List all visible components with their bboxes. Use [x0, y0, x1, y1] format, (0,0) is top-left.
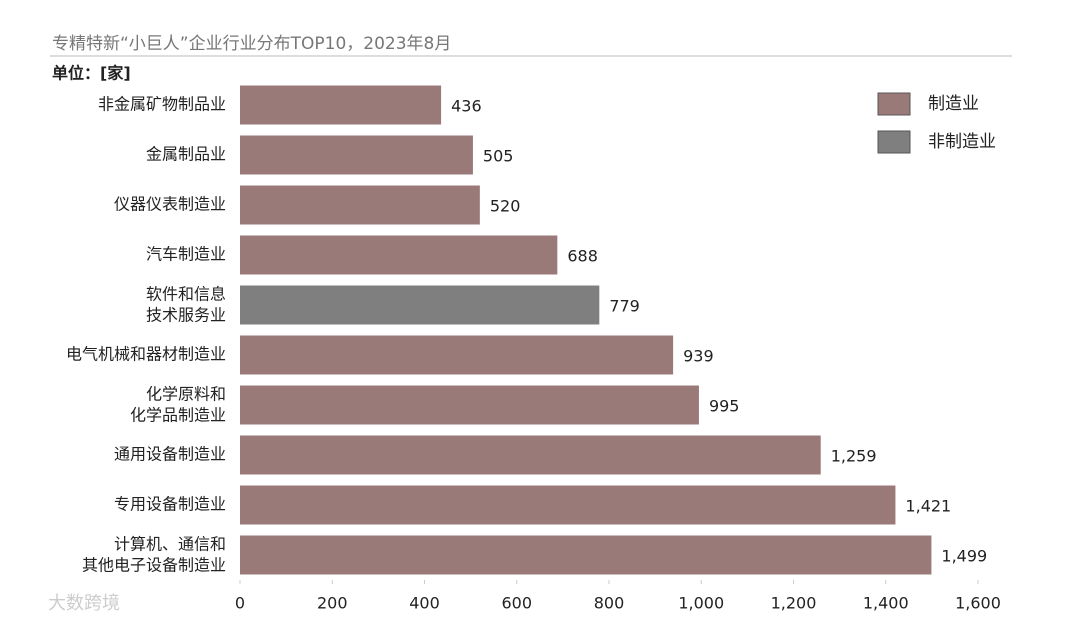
value-label: 520 [490, 197, 521, 216]
y-tick-label: 计算机、通信和其他电子设备制造业 [82, 534, 226, 574]
y-tick-label: 仪器仪表制造业 [114, 195, 226, 214]
x-tick-label: 1,000 [678, 594, 724, 613]
y-tick-label: 通用设备制造业 [114, 445, 226, 464]
value-label: 779 [609, 297, 640, 316]
value-label: 1,259 [831, 447, 877, 466]
value-label: 688 [567, 247, 598, 266]
value-label: 1,499 [941, 547, 987, 566]
y-tick-label: 软件和信息技术服务业 [146, 284, 226, 324]
y-tick-label: 电气机械和器材制造业 [66, 345, 226, 364]
x-tick-label: 1,600 [955, 594, 1001, 613]
x-tick-label: 600 [501, 594, 532, 613]
bar [240, 185, 480, 225]
y-tick-label: 专用设备制造业 [114, 495, 226, 514]
y-tick-label: 金属制品业 [146, 145, 226, 164]
bar [240, 85, 442, 125]
value-label: 939 [683, 347, 714, 366]
y-tick-label: 汽车制造业 [146, 245, 226, 264]
chart-title: 专精特新“小巨人”企业行业分布TOP10，2023年8月 [52, 34, 451, 54]
bar [240, 285, 600, 325]
x-tick-label: 1,200 [771, 594, 817, 613]
x-tick-label: 1,400 [863, 594, 909, 613]
bar [240, 435, 821, 475]
value-label: 436 [451, 97, 482, 116]
x-tick-label: 200 [317, 594, 348, 613]
y-tick-label: 非金属矿物制品业 [98, 95, 226, 114]
bar [240, 135, 473, 175]
x-tick-label: 800 [594, 594, 625, 613]
unit-label: 单位：[家] [52, 64, 131, 83]
legend-swatch [877, 130, 911, 154]
legend-label: 非制造业 [928, 132, 996, 152]
legend-swatch [877, 92, 911, 116]
value-label: 995 [709, 397, 740, 416]
bar [240, 235, 558, 275]
x-tick-label: 400 [409, 594, 440, 613]
value-label: 505 [483, 147, 514, 166]
y-tick-label: 化学原料和化学品制造业 [130, 384, 226, 424]
bar [240, 485, 896, 525]
legend-label: 制造业 [928, 94, 979, 114]
watermark: 大数跨境 [48, 593, 120, 614]
value-label: 1,421 [905, 497, 951, 516]
bar [240, 535, 932, 575]
bar [240, 335, 674, 375]
bar [240, 385, 699, 425]
x-tick-label: 0 [235, 594, 245, 613]
